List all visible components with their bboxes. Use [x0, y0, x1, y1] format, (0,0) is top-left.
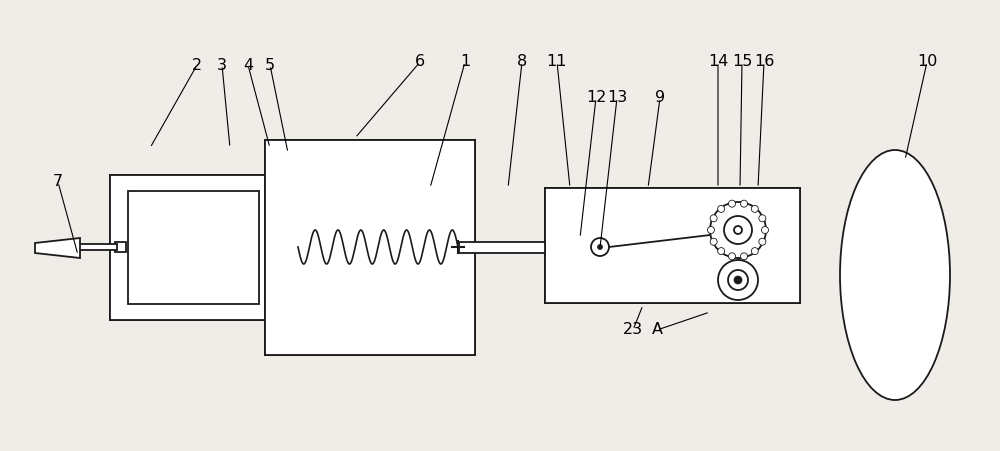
- Circle shape: [741, 200, 748, 207]
- Circle shape: [728, 200, 735, 207]
- Text: 11: 11: [547, 55, 567, 69]
- Circle shape: [724, 216, 752, 244]
- Circle shape: [728, 270, 748, 290]
- Text: 15: 15: [732, 55, 752, 69]
- Circle shape: [759, 215, 766, 222]
- Circle shape: [751, 205, 758, 212]
- Circle shape: [734, 226, 742, 234]
- Text: 5: 5: [265, 57, 275, 73]
- Circle shape: [718, 248, 725, 255]
- Text: 14: 14: [708, 55, 728, 69]
- Bar: [281, 156, 459, 339]
- Text: 1: 1: [460, 55, 470, 69]
- Bar: [115, 242, 126, 252]
- Text: 4: 4: [243, 57, 253, 73]
- Text: 16: 16: [754, 55, 774, 69]
- Bar: [110, 175, 405, 320]
- Polygon shape: [35, 238, 80, 258]
- Circle shape: [741, 253, 748, 260]
- Bar: [459, 242, 545, 253]
- Circle shape: [708, 226, 714, 234]
- Text: 23: 23: [623, 322, 643, 337]
- Text: 8: 8: [517, 55, 527, 69]
- Circle shape: [718, 260, 758, 300]
- Text: 7: 7: [53, 175, 63, 189]
- Circle shape: [598, 244, 602, 249]
- Circle shape: [762, 226, 768, 234]
- Bar: [265, 140, 475, 355]
- Bar: [110, 175, 405, 320]
- Circle shape: [759, 238, 766, 245]
- Text: 10: 10: [917, 55, 937, 69]
- Circle shape: [718, 205, 725, 212]
- Circle shape: [710, 215, 717, 222]
- Text: 9: 9: [655, 91, 665, 106]
- Circle shape: [751, 248, 758, 255]
- Bar: [561, 204, 784, 287]
- Bar: [265, 140, 475, 355]
- Text: A: A: [652, 322, 662, 337]
- Text: 6: 6: [415, 55, 425, 69]
- Text: 13: 13: [607, 91, 627, 106]
- Bar: [126, 191, 389, 304]
- Circle shape: [734, 276, 742, 284]
- Bar: [545, 188, 800, 303]
- Text: 12: 12: [586, 91, 606, 106]
- Bar: [128, 191, 259, 304]
- Bar: [128, 191, 259, 304]
- Circle shape: [710, 238, 717, 245]
- Circle shape: [710, 202, 766, 258]
- Circle shape: [728, 253, 735, 260]
- Circle shape: [591, 238, 609, 256]
- Bar: [545, 188, 800, 303]
- Text: 2: 2: [192, 57, 202, 73]
- Ellipse shape: [840, 150, 950, 400]
- Bar: [75, 244, 117, 250]
- Text: 3: 3: [217, 57, 227, 73]
